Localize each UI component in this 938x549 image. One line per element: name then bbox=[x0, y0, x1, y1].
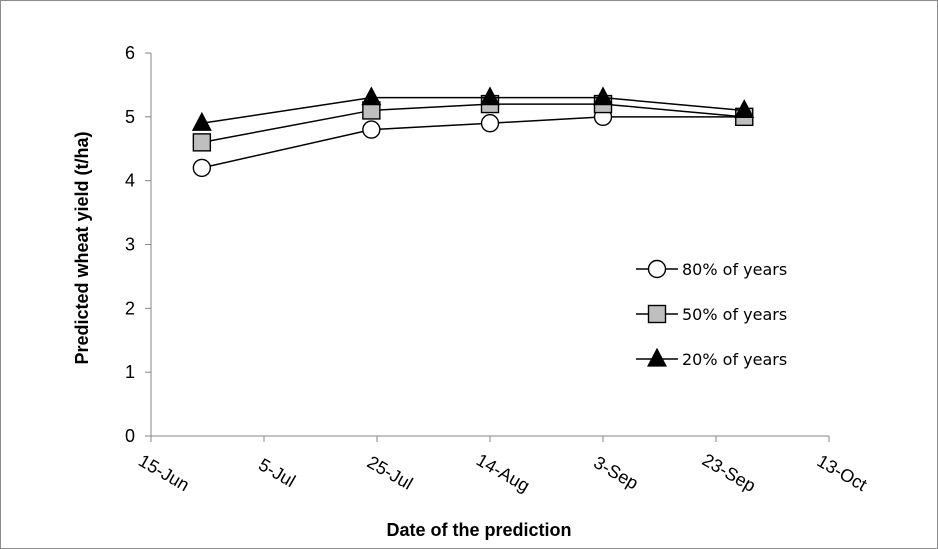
legend-label: 80% of years bbox=[682, 260, 787, 279]
series-line bbox=[201, 96, 745, 124]
x-tick-label: 14-Aug bbox=[473, 450, 533, 496]
data-point-circle bbox=[192, 158, 212, 178]
x-tick-label: 25-Jul bbox=[364, 452, 416, 494]
x-tick-label: 13-Oct bbox=[814, 451, 871, 495]
legend: 80% of years 50% of years 20% of years bbox=[636, 259, 787, 369]
legend-label: 20% of years bbox=[682, 350, 787, 369]
legend-marker-triangle bbox=[647, 347, 667, 367]
y-tick-label: 3 bbox=[125, 235, 135, 255]
legend-marker-square bbox=[647, 304, 667, 324]
series-line bbox=[201, 103, 745, 144]
legend-item: 50% of years bbox=[636, 304, 787, 324]
x-tick-label: 23-Sep bbox=[699, 450, 759, 496]
legend-item: 80% of years bbox=[636, 259, 787, 279]
y-tick-label: 2 bbox=[125, 298, 135, 318]
x-tick-label: 15-Jun bbox=[135, 450, 193, 495]
legend-item: 20% of years bbox=[636, 347, 787, 369]
data-point-square bbox=[192, 133, 212, 152]
series-line bbox=[201, 116, 745, 169]
y-tick-label: 5 bbox=[125, 107, 135, 127]
data-point-triangle bbox=[593, 86, 613, 106]
data-point-circle bbox=[480, 114, 500, 133]
data-point-circle bbox=[362, 120, 381, 139]
y-tick-label: 1 bbox=[125, 362, 135, 382]
data-point-triangle bbox=[191, 111, 212, 131]
y-axis-title: Predicted wheat yield (t/ha) bbox=[72, 131, 92, 364]
series-layer bbox=[191, 86, 755, 178]
series-triangle bbox=[191, 86, 755, 131]
data-point-triangle bbox=[734, 99, 755, 119]
legend-marker-circle bbox=[647, 259, 667, 279]
data-point-triangle bbox=[361, 86, 382, 106]
y-tick-label: 0 bbox=[125, 426, 135, 446]
y-tick-label: 6 bbox=[125, 43, 135, 63]
x-axis-title: Date of the prediction bbox=[386, 520, 571, 540]
data-point-triangle bbox=[480, 86, 500, 106]
x-tick-label: 5-Jul bbox=[255, 454, 299, 491]
legend-label: 50% of years bbox=[682, 305, 787, 324]
series-circle bbox=[192, 107, 754, 178]
x-tick-label: 3-Sep bbox=[590, 452, 642, 493]
y-tick-label: 4 bbox=[125, 171, 135, 191]
